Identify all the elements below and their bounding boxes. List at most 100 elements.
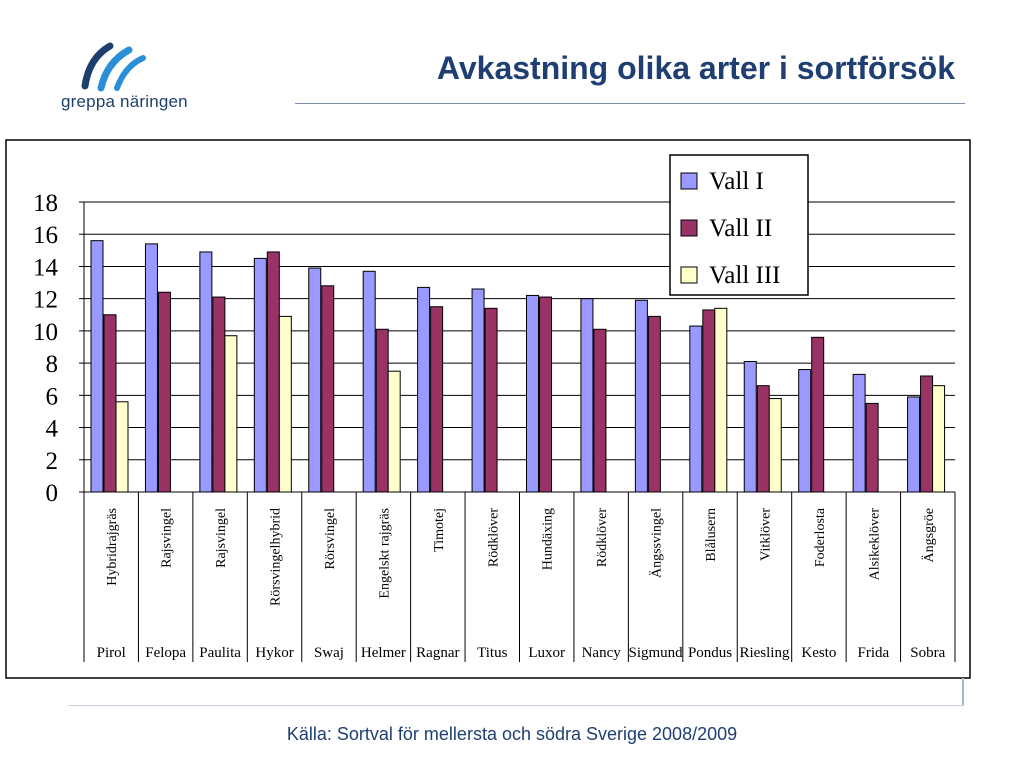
- bar-vall-ii-4: Hykor — Vall II: 14.9: [266, 251, 280, 493]
- greppa-naringen-logo: [81, 42, 146, 92]
- y-tick-label: 6: [46, 383, 59, 410]
- bar-vall-i-13: Riesling — Vall I: 8.1: [743, 361, 757, 493]
- category-label: Rajsvingel: [160, 508, 175, 568]
- category-label: Ängssvingel: [648, 508, 665, 578]
- bar-vall-i-15: Frida — Vall I: 7.3: [852, 373, 866, 493]
- y-tick-label: 0: [46, 480, 59, 507]
- category-label: Rödklöver: [595, 508, 610, 567]
- category-label: Alsikeklöver: [867, 508, 882, 581]
- bar-vall-i-8: Titus — Vall I: 12.6: [471, 288, 485, 493]
- bar-vall-ii-1: Pirol — Vall II: 11: [103, 314, 117, 493]
- variety-label: Pirol: [97, 645, 126, 661]
- category-label: Rörsvingel: [323, 508, 338, 570]
- variety-label: Titus: [477, 645, 507, 661]
- legend-swatch: [680, 172, 698, 190]
- variety-label: Luxor: [528, 645, 565, 661]
- bar-vall-iii-13: Riesling — Vall III: 5.8: [768, 398, 782, 493]
- bar-vall-ii-10: Nancy — Vall II: 10.1: [593, 328, 607, 493]
- page-title: Avkastning olika arter i sortförsök: [436, 50, 955, 86]
- variety-label: Helmer: [361, 645, 406, 661]
- category-label: Hybridrajgräs: [105, 508, 120, 586]
- bar-vall-iii-6: Helmer — Vall III: 7.5: [387, 370, 401, 493]
- logo-wave-2: [97, 46, 133, 92]
- bar-vall-ii-12: Pondus — Vall II: 11.3: [702, 309, 716, 493]
- y-tick-label: 2: [46, 448, 59, 475]
- category-label: Foderlosta: [813, 507, 828, 567]
- bar-vall-i-6: Helmer — Vall I: 13.7: [362, 270, 376, 493]
- bar-vall-ii-11: Sigmund — Vall II: 10.9: [647, 315, 661, 493]
- bar-vall-ii-3: Paulita — Vall II: 12.1: [212, 296, 226, 493]
- legend-label: Vall I: [709, 168, 764, 195]
- y-tick-label: 14: [33, 254, 59, 281]
- title-divider: [295, 103, 965, 104]
- bar-vall-ii-9: Luxor — Vall II: 12.1: [539, 296, 552, 493]
- bar-vall-i-10: Nancy — Vall I: 12: [580, 298, 594, 493]
- legend: Vall I Vall II Vall III: [669, 154, 809, 296]
- legend-label: Vall III: [709, 262, 781, 289]
- logo-wave-1: [81, 42, 114, 90]
- category-label: Vitklöver: [758, 508, 773, 561]
- variety-label: Sobra: [910, 645, 945, 661]
- y-tick-label: 4: [46, 416, 59, 443]
- x-axis-labels: Hybridrajgräs Rajsvingel Rajsvingel Rörsvin…: [83, 491, 956, 662]
- category-label: Ängsgröe: [920, 508, 937, 562]
- logo-wave-3: [114, 55, 146, 91]
- bar-vall-i-11: Sigmund — Vall I: 11.9: [634, 299, 648, 493]
- bar-vall-ii-2: Felopa — Vall II: 12.4: [157, 291, 171, 493]
- bar-vall-ii-6: Helmer — Vall II: 10.1: [375, 328, 389, 493]
- bar-vall-ii-7: Ragnar — Vall II: 11.5: [430, 306, 444, 493]
- bar-vall-i-9: Luxor — Vall I: 12.2: [526, 294, 539, 493]
- category-label: Blålusern: [704, 508, 719, 562]
- category-label: Rajsvingel: [214, 508, 229, 568]
- bar-vall-i-12: Pondus — Vall I: 10.3: [689, 325, 703, 493]
- bar-vall-i-2: Felopa — Vall I: 15.4: [144, 243, 158, 493]
- bar-vall-i-1: Pirol — Vall I: 15.6: [90, 240, 104, 493]
- legend-label: Vall II: [709, 215, 772, 242]
- variety-label: Pondus: [688, 645, 732, 661]
- bar-vall-ii-15: Frida — Vall II: 5.5: [865, 402, 879, 493]
- y-axis-ticks: 0 2 4 6 8 10 12 14 16 18: [33, 190, 85, 507]
- frame-shadow: [962, 678, 964, 706]
- y-tick-label: 16: [33, 222, 58, 249]
- variety-label: Swaj: [314, 645, 344, 661]
- bar-vall-ii-16: Sobra — Vall II: 7.2: [920, 375, 934, 493]
- variety-label: Kesto: [801, 645, 836, 661]
- bar-vall-i-4: Hykor — Vall I: 14.5: [253, 257, 267, 493]
- legend-swatch: [680, 219, 698, 237]
- variety-label: Paulita: [199, 645, 241, 661]
- bar-vall-i-14: Kesto — Vall I: 7.6: [798, 369, 812, 493]
- y-tick-label: 8: [46, 351, 59, 378]
- frame-shadow-bottom: [68, 705, 964, 706]
- bar-vall-i-7: Ragnar — Vall I: 12.7: [417, 286, 431, 493]
- variety-label: Nancy: [582, 645, 622, 661]
- bar-vall-iii-1: Pirol — Vall III: 5.6: [115, 401, 129, 493]
- bar-vall-ii-5: Swaj — Vall II: 12.8: [321, 285, 335, 493]
- variety-label: Hykor: [255, 645, 293, 661]
- variety-label: Sigmund: [629, 645, 684, 661]
- bar-vall-iii-4: Hykor — Vall III: 10.9: [278, 315, 292, 493]
- bar-vall-iii-16: Sobra — Vall III: 6.6: [932, 385, 946, 493]
- variety-label: Frida: [858, 645, 890, 661]
- variety-label: Ragnar: [416, 645, 459, 661]
- bar-vall-i-16: Sobra — Vall I: 5.9: [907, 396, 921, 493]
- category-label: Rörsvingelhybrid: [269, 508, 284, 606]
- bar-vall-iii-12: Pondus — Vall III: 11.4: [714, 307, 728, 493]
- variety-label: Felopa: [145, 645, 186, 661]
- bar-vall-i-3: Paulita — Vall I: 14.9: [199, 251, 213, 493]
- y-tick-label: 18: [33, 190, 58, 217]
- category-label: Timotej: [432, 508, 447, 552]
- y-tick-label: 12: [33, 287, 58, 314]
- bar-vall-ii-13: Riesling — Vall II: 6.6: [756, 385, 770, 493]
- category-label: Hundäxing: [541, 508, 556, 570]
- legend-swatch: [680, 266, 698, 284]
- bar-vall-ii-8: Titus — Vall II: 11.4: [484, 307, 498, 493]
- source-note: Källa: Sortval för mellersta och södra S…: [286, 724, 738, 744]
- bar-vall-i-5: Swaj — Vall I: 13.9: [308, 267, 322, 493]
- bar-vall-ii-14: Kesto — Vall II: 9.6: [811, 336, 825, 493]
- variety-label: Riesling: [739, 645, 790, 661]
- category-label: Engelskt rajgräs: [377, 508, 392, 599]
- category-label: Rödklöver: [486, 508, 501, 567]
- y-tick-label: 10: [33, 319, 58, 346]
- bar-vall-iii-3: Paulita — Vall III: 9.7: [224, 335, 238, 493]
